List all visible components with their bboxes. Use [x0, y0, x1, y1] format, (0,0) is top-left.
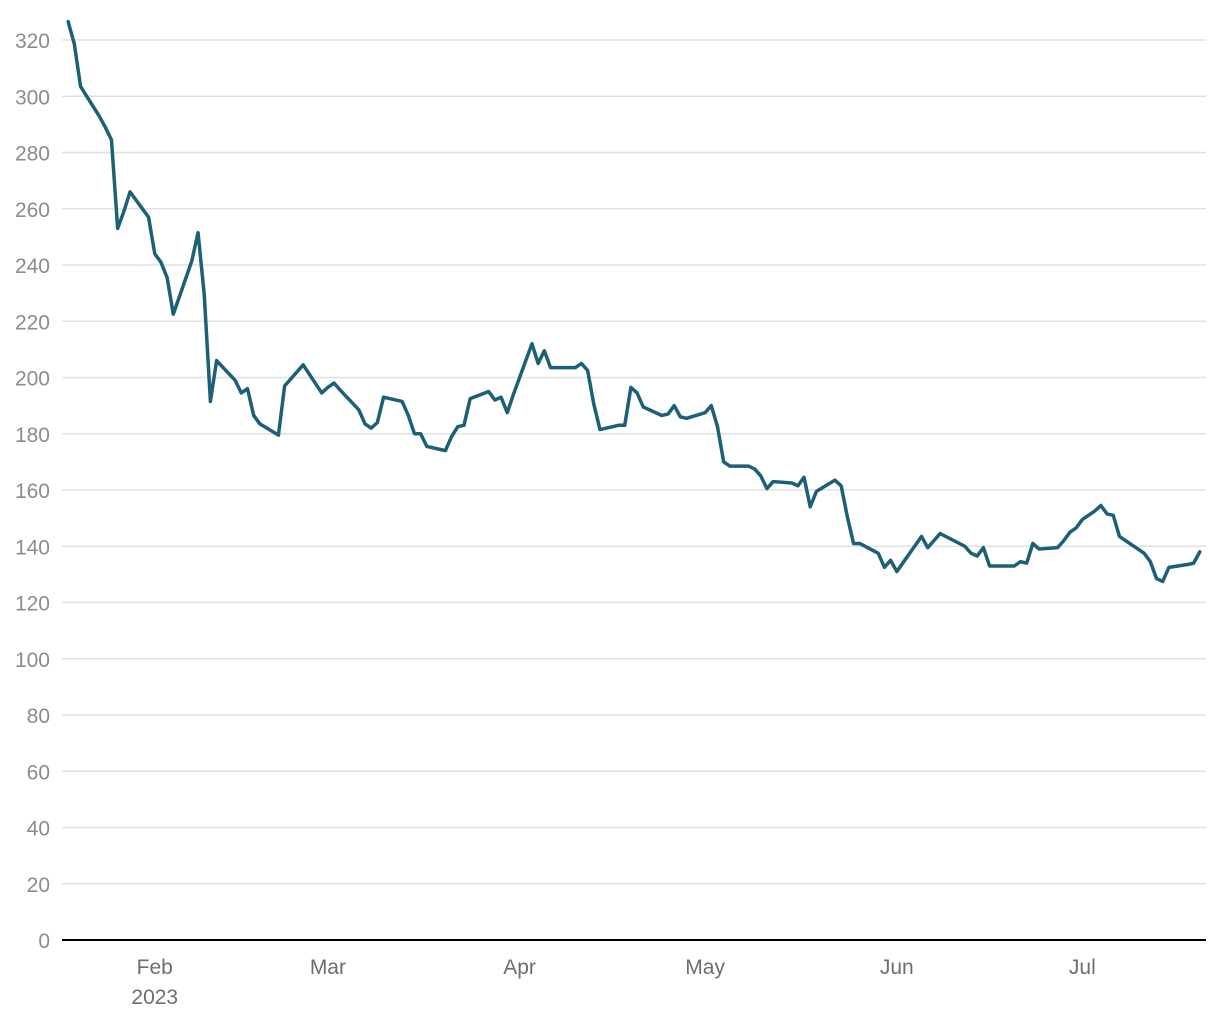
y-tick-label-80: 80 — [27, 705, 50, 728]
y-tick-label-0: 0 — [38, 930, 50, 953]
x-axis-ticks: Feb 2023 Mar Apr May Jun Jul — [131, 956, 1095, 1009]
y-axis-ticks: 0 20 40 60 80 100 120 140 160 180 200 220 240 260 280 3… — [15, 30, 50, 953]
series-line-0 — [66, 19, 1202, 584]
y-tick-label-280: 280 — [15, 143, 50, 166]
x-tick-label-feb: Feb — [137, 956, 173, 979]
x-tick-label-apr: Apr — [503, 956, 536, 979]
y-tick-label-120: 120 — [15, 593, 50, 616]
x-tick-sublabel-year: 2023 — [131, 986, 178, 1009]
x-tick-label-may: May — [685, 956, 725, 979]
y-tick-label-40: 40 — [27, 818, 50, 841]
x-tick-label-mar: Mar — [310, 956, 346, 979]
x-tick-label-jun: Jun — [880, 956, 914, 979]
y-tick-label-20: 20 — [27, 874, 50, 897]
y-tick-label-60: 60 — [27, 761, 50, 784]
y-tick-label-240: 240 — [15, 255, 50, 278]
y-tick-label-160: 160 — [15, 480, 50, 503]
series-layer — [66, 19, 1202, 584]
y-tick-label-100: 100 — [15, 649, 50, 672]
y-tick-label-320: 320 — [15, 30, 50, 53]
gridlines — [62, 39, 1206, 885]
y-tick-label-300: 300 — [15, 86, 50, 109]
y-tick-label-180: 180 — [15, 424, 50, 447]
y-tick-label-140: 140 — [15, 536, 50, 559]
y-tick-label-220: 220 — [15, 311, 50, 334]
y-tick-label-200: 200 — [15, 368, 50, 391]
x-tick-label-jul: Jul — [1069, 956, 1096, 979]
y-tick-label-260: 260 — [15, 199, 50, 222]
